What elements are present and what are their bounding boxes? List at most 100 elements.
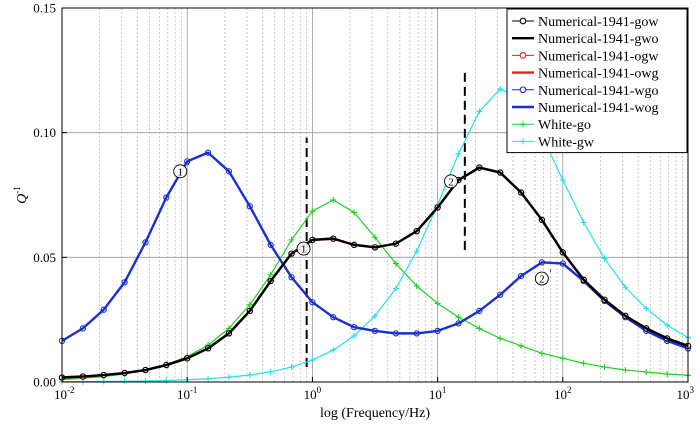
data-point: [142, 378, 149, 385]
y-axis-label-sup: -1: [12, 186, 22, 194]
data-point: [434, 300, 441, 307]
legend-swatch-marker: [519, 52, 527, 59]
data-point: [351, 332, 358, 339]
y-tick-label: 0.00: [33, 375, 56, 390]
data-point: [643, 369, 650, 376]
y-axis-label: Q-1: [12, 186, 30, 204]
annotation-number: 1: [301, 244, 307, 256]
data-point: [246, 372, 253, 379]
data-point: [246, 301, 253, 308]
data-point: [309, 208, 316, 215]
data-point: [330, 196, 337, 203]
legend-entry-numerical-1941-wog: Numerical-1941-wog: [512, 101, 659, 116]
data-point: [288, 364, 295, 371]
data-point: [664, 371, 671, 378]
data-point: [413, 248, 420, 255]
y-tick-label: 0.05: [33, 250, 56, 265]
data-point: [559, 177, 566, 184]
legend-swatch-marker: [520, 138, 526, 145]
series-group: [58, 86, 692, 385]
x-tick-label: 10-1: [177, 385, 198, 402]
y-tick-label: 0.10: [33, 125, 56, 140]
annotation-number: 2: [539, 274, 545, 286]
x-tick-label: 10-2: [54, 385, 75, 402]
legend-label: Numerical-1941-wgo: [538, 84, 659, 99]
legend-entry-numerical-1941-gow: Numerical-1941-gow: [512, 15, 659, 30]
data-point: [518, 342, 525, 349]
data-point: [351, 209, 358, 216]
data-point: [455, 150, 462, 157]
legend-entry-numerical-1941-ogw: Numerical-1941-ogw: [512, 49, 659, 64]
y-axis-label-main: Q: [15, 194, 30, 204]
data-point: [497, 86, 504, 93]
annotation-label: 2: [444, 174, 458, 189]
series-line: [61, 166, 689, 379]
annotation-label: 1 ': [173, 160, 190, 179]
data-point: [371, 312, 378, 319]
data-point: [643, 305, 650, 312]
annotation-circle: [296, 241, 311, 256]
annotation-label: 1: [296, 241, 311, 256]
legend-entry-white-gw: White-gw: [512, 135, 595, 150]
annotation-circle: [444, 174, 458, 189]
data-point: [288, 236, 295, 243]
y-axis-title: Q-1: [12, 186, 30, 204]
data-point: [392, 285, 399, 292]
annotation-number: 2: [448, 176, 454, 188]
data-point: [601, 255, 608, 262]
data-point: [455, 314, 462, 321]
legend-swatch-marker: [520, 121, 526, 128]
data-point: [121, 378, 128, 385]
x-tick-label: 103: [677, 385, 695, 402]
legend-label: Numerical-1941-owg: [538, 67, 659, 82]
data-point: [580, 219, 587, 226]
legend-label: Numerical-1941-wog: [538, 101, 659, 116]
annotation-circle: [173, 164, 188, 179]
data-point: [538, 350, 545, 357]
legend-label: White-gw: [538, 135, 595, 150]
legend: Numerical-1941-gow Numerical-1941-gwo Nume…: [506, 8, 688, 154]
legend-swatch-marker: [519, 86, 527, 94]
legend-label: White-go: [538, 118, 591, 133]
legend-label: Numerical-1941-gwo: [538, 32, 659, 47]
data-point: [309, 357, 316, 364]
series-numerical-1941-gwo: [61, 166, 689, 379]
annotations: 11'22 ': [173, 160, 551, 286]
data-point: [267, 271, 274, 278]
axis-ticks: 10-2 10-1 100 101 102 103 0.00 0.05 0.10 0.15: [33, 1, 694, 403]
x-axis-label: log (Frequency/Hz): [320, 406, 430, 421]
data-point: [330, 347, 337, 354]
legend-entry-numerical-1941-gwo: Numerical-1941-gwo: [512, 32, 659, 47]
data-point: [497, 335, 504, 342]
y-tick-label: 0.15: [33, 1, 56, 16]
data-point: [664, 322, 671, 329]
legend-swatch-marker: [519, 17, 527, 25]
annotation-label: 2 ': [534, 268, 551, 286]
annotation-number: 1: [177, 166, 183, 178]
data-point: [601, 364, 608, 371]
legend-entry-white-go: White-go: [512, 118, 591, 133]
legend-label: Numerical-1941-gow: [538, 15, 659, 30]
annotation-circle: [534, 271, 549, 286]
data-point: [267, 368, 274, 375]
data-point: [622, 367, 629, 374]
data-point: [413, 283, 420, 290]
x-tick-label: 100: [304, 385, 322, 402]
plot-frame: [61, 7, 689, 383]
annotation-prime: ': [549, 268, 551, 280]
legend-entry-numerical-1941-wgo: Numerical-1941-wgo: [512, 84, 659, 99]
annotation-prime: ': [188, 160, 190, 172]
x-tick-label: 101: [429, 385, 447, 402]
x-axis-title: log (Frequency/Hz): [320, 406, 430, 421]
data-point: [622, 284, 629, 291]
data-point: [371, 234, 378, 241]
data-point: [559, 355, 566, 362]
data-point: [225, 374, 232, 381]
data-point: [205, 375, 212, 382]
data-point: [476, 325, 483, 332]
data-point: [163, 377, 170, 384]
legend-entry-numerical-1941-owg: Numerical-1941-owg: [512, 67, 659, 82]
data-point: [580, 360, 587, 367]
